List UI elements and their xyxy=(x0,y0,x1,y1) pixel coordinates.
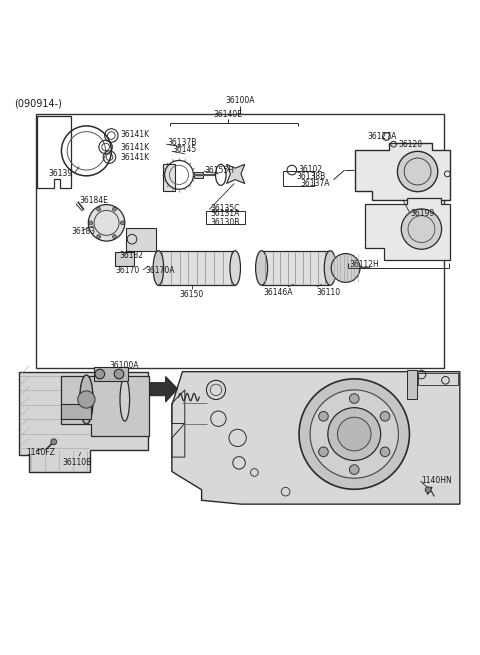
Text: 36183: 36183 xyxy=(71,227,95,236)
Bar xyxy=(407,369,417,398)
Ellipse shape xyxy=(153,251,164,286)
Text: 36112H: 36112H xyxy=(349,259,379,269)
Circle shape xyxy=(425,487,431,493)
Text: 36131A: 36131A xyxy=(210,209,240,217)
Circle shape xyxy=(114,369,124,379)
Polygon shape xyxy=(158,251,235,286)
Text: 36137B: 36137B xyxy=(167,138,196,147)
Text: 36155H: 36155H xyxy=(204,166,234,175)
Text: 36139: 36139 xyxy=(49,170,73,178)
Bar xyxy=(94,367,128,381)
Ellipse shape xyxy=(230,251,240,286)
Ellipse shape xyxy=(256,251,268,286)
Text: 36170: 36170 xyxy=(115,267,140,275)
Circle shape xyxy=(112,234,117,238)
Text: 36100A: 36100A xyxy=(225,96,255,105)
Circle shape xyxy=(96,234,101,238)
Ellipse shape xyxy=(120,378,130,421)
Ellipse shape xyxy=(80,375,93,424)
Text: (090914-): (090914-) xyxy=(14,98,62,108)
Text: 36110B: 36110B xyxy=(62,458,91,467)
Text: 36141K: 36141K xyxy=(120,153,149,162)
Bar xyxy=(126,228,156,251)
Circle shape xyxy=(397,151,438,192)
Text: 1140HN: 1140HN xyxy=(421,476,452,485)
Bar xyxy=(61,404,91,419)
Polygon shape xyxy=(355,143,450,200)
Polygon shape xyxy=(61,375,149,436)
Circle shape xyxy=(380,411,390,421)
Circle shape xyxy=(380,447,390,457)
Circle shape xyxy=(89,221,93,225)
Polygon shape xyxy=(262,251,329,286)
Polygon shape xyxy=(19,371,148,472)
Text: 36146A: 36146A xyxy=(264,288,293,297)
Text: 36170A: 36170A xyxy=(145,267,174,275)
Text: 36184E: 36184E xyxy=(79,196,108,205)
Text: 36199: 36199 xyxy=(410,209,435,217)
Polygon shape xyxy=(172,371,460,504)
Circle shape xyxy=(299,379,409,489)
Text: 36138B: 36138B xyxy=(297,172,326,181)
Text: 36110: 36110 xyxy=(317,288,341,297)
Bar xyxy=(115,252,134,266)
Circle shape xyxy=(120,221,124,225)
Text: 36100A: 36100A xyxy=(109,361,139,369)
Bar xyxy=(206,211,245,224)
Circle shape xyxy=(112,207,117,211)
Text: 36141K: 36141K xyxy=(120,130,149,139)
Circle shape xyxy=(78,391,95,408)
Text: 36150: 36150 xyxy=(180,290,204,299)
Text: 1140FZ: 1140FZ xyxy=(26,448,55,457)
Circle shape xyxy=(349,465,359,474)
Circle shape xyxy=(331,253,360,282)
Text: 36137A: 36137A xyxy=(300,179,329,188)
Circle shape xyxy=(319,447,328,457)
Circle shape xyxy=(337,417,371,451)
Polygon shape xyxy=(150,377,178,402)
Text: 36140E: 36140E xyxy=(214,109,242,119)
Circle shape xyxy=(51,439,57,445)
Circle shape xyxy=(349,394,359,403)
Ellipse shape xyxy=(324,251,336,286)
Circle shape xyxy=(401,209,442,250)
Circle shape xyxy=(88,204,125,241)
Circle shape xyxy=(328,407,381,460)
Circle shape xyxy=(97,207,101,211)
Text: 36135C: 36135C xyxy=(210,204,240,213)
Bar xyxy=(418,373,458,385)
Text: 36102: 36102 xyxy=(299,164,323,174)
Text: 36145: 36145 xyxy=(173,145,197,155)
Bar xyxy=(36,114,444,368)
Text: 36141K: 36141K xyxy=(120,143,149,151)
Circle shape xyxy=(95,369,105,379)
Circle shape xyxy=(319,411,328,421)
Text: 36127A: 36127A xyxy=(367,132,396,141)
Circle shape xyxy=(310,390,398,478)
Polygon shape xyxy=(163,164,175,191)
Bar xyxy=(283,172,314,186)
Polygon shape xyxy=(227,164,245,183)
Text: 36182: 36182 xyxy=(119,251,143,260)
Text: 36120: 36120 xyxy=(398,140,422,149)
Text: 36130B: 36130B xyxy=(210,218,240,227)
Bar xyxy=(194,172,203,178)
Polygon shape xyxy=(365,198,450,260)
